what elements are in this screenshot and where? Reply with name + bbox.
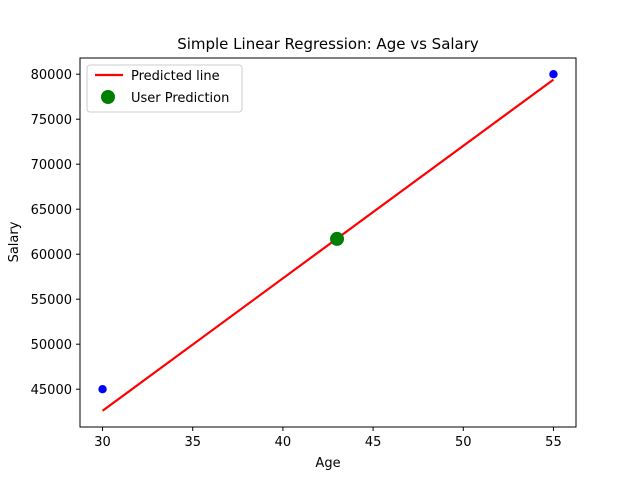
- y-tick-label: 45000: [31, 383, 72, 398]
- x-tick-label: 50: [455, 435, 472, 450]
- y-tick-label: 50000: [31, 338, 72, 353]
- x-axis-title: Age: [315, 456, 340, 471]
- legend-box: [86, 64, 243, 113]
- data-point: [549, 70, 558, 79]
- y-tick-label: 65000: [31, 203, 72, 218]
- y-tick-label: 60000: [31, 248, 72, 263]
- chart-title: Simple Linear Regression: Age vs Salary: [177, 35, 479, 53]
- x-tick-label: 30: [94, 435, 111, 450]
- legend-label-predicted-line: Predicted line: [131, 69, 220, 84]
- x-tick-label: 45: [365, 435, 382, 450]
- data-point: [98, 385, 107, 394]
- regression-line: [101, 78, 555, 412]
- user-prediction-point: [330, 231, 345, 246]
- y-tick-label: 80000: [31, 68, 72, 83]
- legend: Predicted line User Prediction: [86, 64, 243, 113]
- x-tick-label: 55: [545, 435, 562, 450]
- y-axis-title: Salary: [7, 221, 22, 262]
- y-tick-label: 75000: [31, 113, 72, 128]
- y-axis: 45000 50000 55000 60000 65000 70000 75000 80000: [31, 68, 80, 398]
- legend-label-user-prediction: User Prediction: [131, 91, 229, 106]
- plot-area: [98, 70, 558, 412]
- x-tick-label: 35: [184, 435, 201, 450]
- y-tick-label: 70000: [31, 158, 72, 173]
- plot-frame: [79, 57, 577, 428]
- y-tick-label: 55000: [31, 293, 72, 308]
- x-axis: 30 35 40 45 50 55: [94, 427, 562, 450]
- legend-swatch-user-prediction: [101, 90, 115, 104]
- x-tick-label: 40: [275, 435, 292, 450]
